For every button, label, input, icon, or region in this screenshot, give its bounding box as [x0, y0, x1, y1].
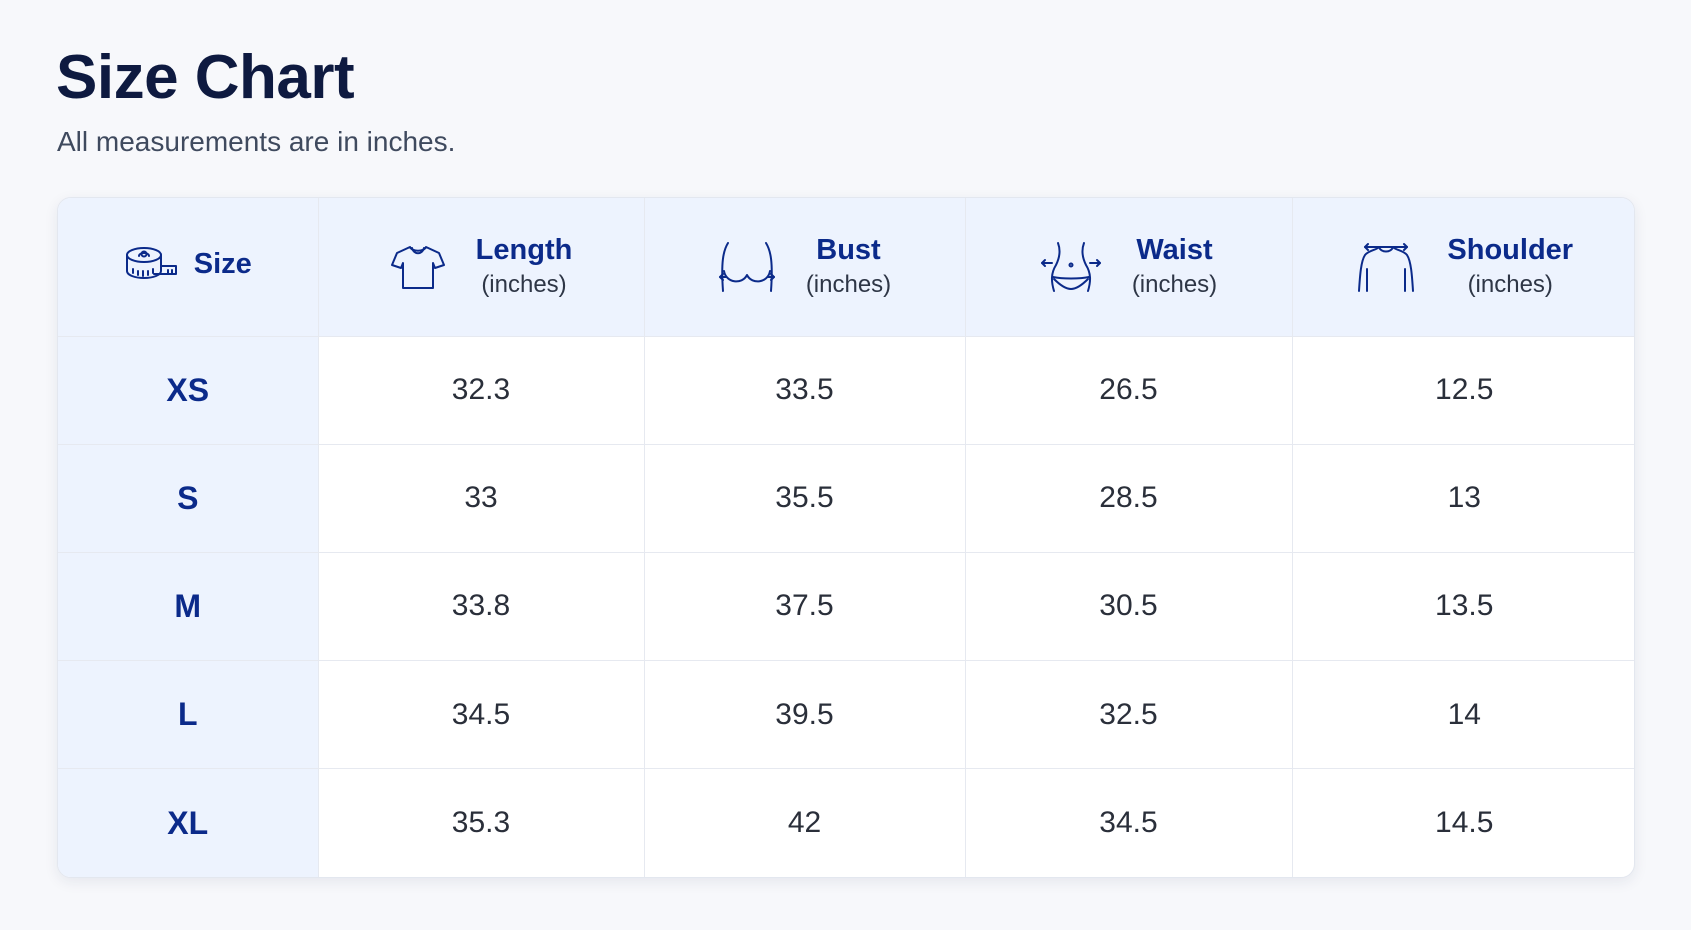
shoulder-value: 14: [1292, 660, 1634, 770]
waist-value: 32.5: [965, 660, 1293, 770]
column-header-unit: (inches): [1131, 270, 1218, 298]
size-label: XL: [58, 768, 319, 877]
size-label: L: [58, 660, 319, 770]
column-header-unit: (inches): [1467, 270, 1553, 298]
tshirt-icon: [390, 243, 446, 291]
bust-value: 37.5: [644, 552, 966, 662]
shoulder-icon: [1355, 241, 1417, 293]
column-header-label: Length: [475, 233, 573, 266]
waist-value: 28.5: [965, 444, 1293, 553]
size-label: XS: [58, 336, 319, 445]
column-header-waist: Waist (inches): [965, 198, 1293, 337]
bust-value: 33.5: [644, 336, 966, 445]
table-row: XS 32.3 33.5 26.5 12.5: [58, 336, 1634, 445]
page-subtitle: All measurements are in inches.: [57, 126, 456, 157]
table-row: M 33.8 37.5 30.5 13.5: [58, 552, 1634, 662]
column-header-label: Shoulder: [1447, 233, 1574, 266]
column-header-label: Bust: [816, 233, 881, 266]
column-header-length: Length (inches): [318, 198, 645, 337]
column-header-label: Size: [193, 248, 252, 281]
column-header-size: Size: [58, 198, 319, 337]
bust-value: 39.5: [644, 660, 966, 770]
bust-icon: [718, 241, 776, 293]
shoulder-value: 12.5: [1292, 336, 1634, 445]
length-value: 33: [318, 444, 645, 553]
length-value: 35.3: [318, 768, 645, 877]
table-row: L 34.5 39.5 32.5 14: [58, 660, 1634, 770]
column-header-label: Waist: [1136, 233, 1213, 266]
table-row: XL 35.3 42 34.5 14.5: [58, 768, 1634, 877]
table-header-row: Size Length: [58, 198, 1634, 337]
column-header-shoulder: Shoulder (inches): [1292, 198, 1634, 337]
column-header-unit: (inches): [805, 270, 892, 298]
shoulder-value: 13.5: [1292, 552, 1634, 662]
size-chart-table: Size Length: [58, 198, 1634, 877]
bust-value: 35.5: [644, 444, 966, 553]
size-chart-card: Size Length: [57, 197, 1635, 878]
length-value: 33.8: [318, 552, 645, 662]
bust-value: 42: [644, 768, 966, 877]
shoulder-value: 14.5: [1435, 806, 1494, 840]
waist-value: 30.5: [965, 552, 1293, 662]
size-label: S: [58, 444, 319, 553]
column-header-unit: (inches): [481, 270, 567, 298]
page-title: Size Chart: [56, 43, 355, 112]
column-header-bust: Bust (inches): [644, 198, 966, 337]
waist-icon: [1040, 241, 1102, 293]
waist-value: 34.5: [965, 768, 1293, 877]
measuring-tape-icon: [124, 244, 180, 284]
length-value: 32.3: [318, 336, 645, 445]
length-value: 34.5: [318, 660, 645, 770]
size-label: M: [58, 552, 319, 662]
shoulder-value: 13: [1292, 444, 1634, 553]
table-row: S 33 35.5 28.5 13: [58, 444, 1634, 553]
waist-value: 26.5: [965, 336, 1293, 445]
